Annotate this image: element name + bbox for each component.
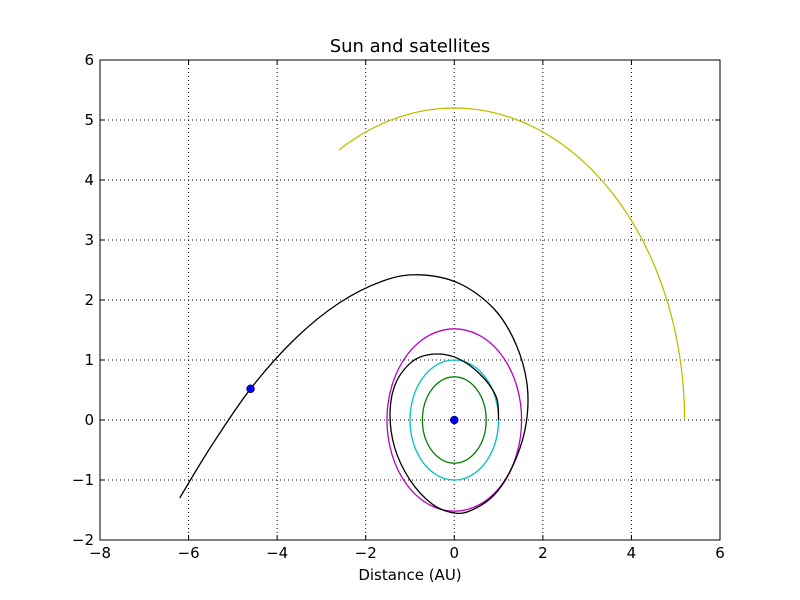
y-tick-label: 3 bbox=[84, 231, 94, 249]
y-tick-label: 4 bbox=[84, 171, 94, 189]
x-tick-label: 6 bbox=[715, 544, 725, 562]
x-tick-label: 0 bbox=[450, 544, 460, 562]
x-tick-label: 4 bbox=[627, 544, 637, 562]
x-tick-label: −8 bbox=[89, 544, 111, 562]
y-tick-label: −2 bbox=[72, 531, 94, 549]
y-tick-label: −1 bbox=[72, 471, 94, 489]
plot-data bbox=[179, 107, 686, 515]
ticks: −8 −6 −4 −2 0 2 4 6 −2 −1 0 1 2 3 4 5 6 bbox=[72, 51, 725, 562]
y-tick-label: 2 bbox=[84, 291, 94, 309]
y-tick-label: 0 bbox=[84, 411, 94, 429]
satellite-point bbox=[246, 384, 255, 394]
chart-title: Sun and satellites bbox=[330, 36, 491, 57]
y-tick-label: 5 bbox=[84, 111, 94, 129]
orbit-line bbox=[386, 328, 523, 512]
orbit-arc-line bbox=[338, 107, 686, 421]
x-tick-label: −4 bbox=[266, 544, 288, 562]
x-tick-label: −6 bbox=[178, 544, 200, 562]
y-tick-label: 6 bbox=[84, 51, 94, 69]
orbit-line bbox=[421, 376, 487, 464]
grid bbox=[100, 60, 720, 540]
x-tick-label: −2 bbox=[355, 544, 377, 562]
satellite-point bbox=[450, 415, 459, 425]
y-tick-label: 1 bbox=[84, 351, 94, 369]
trajectory-line bbox=[179, 274, 529, 515]
x-axis-label: Distance (AU) bbox=[358, 566, 461, 584]
x-tick-label: 2 bbox=[538, 544, 548, 562]
